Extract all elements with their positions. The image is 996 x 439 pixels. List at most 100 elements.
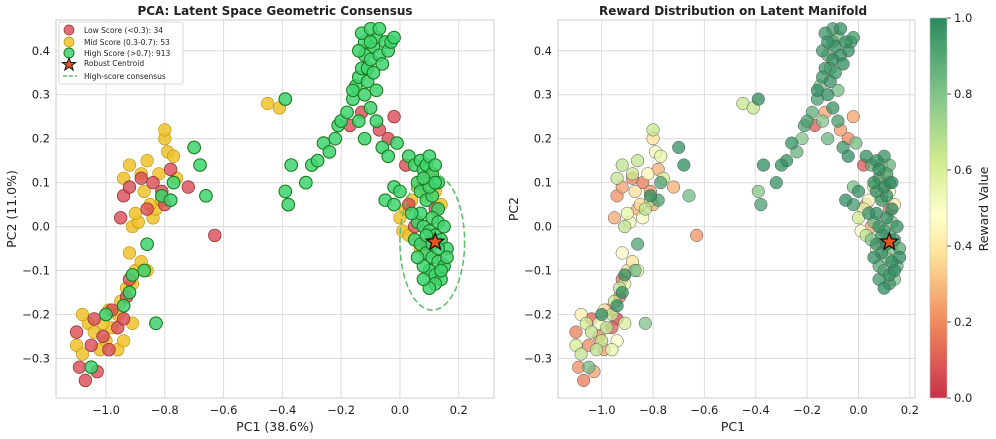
high-score-point xyxy=(116,298,131,313)
colorbar-tick-label: 0.6 xyxy=(954,163,972,177)
legend-mid-label: Mid Score (0.3-0.7): 53 xyxy=(84,38,170,47)
high-score-point xyxy=(166,175,181,190)
right-points xyxy=(569,22,907,387)
right-xtick-label: −0.2 xyxy=(793,403,821,417)
legend-high-label: High Score (>0.7): 913 xyxy=(84,49,171,58)
high-score-point xyxy=(375,57,390,71)
left-ylabel: PC2 (11.0%) xyxy=(4,170,19,248)
low-score-point xyxy=(208,228,222,243)
reward-point xyxy=(643,189,658,203)
high-score-point xyxy=(199,188,213,203)
low-score-point xyxy=(116,312,131,326)
high-score-point xyxy=(357,87,372,102)
reward-point xyxy=(677,158,691,172)
low-score-point xyxy=(387,110,401,124)
reward-point xyxy=(821,88,835,102)
right-ytick-label: 0.1 xyxy=(534,176,552,190)
high-score-point xyxy=(278,92,293,106)
right-xtick-label: 0.0 xyxy=(849,403,867,417)
left-ytick-label: −0.1 xyxy=(22,264,50,278)
low-score-point xyxy=(96,329,110,344)
reward-point xyxy=(595,307,609,322)
reward-point xyxy=(638,202,652,216)
high-score-point xyxy=(387,197,401,212)
high-score-point xyxy=(193,158,207,172)
right-panel: Reward Distribution on Latent Manifold −… xyxy=(506,4,919,434)
reward-point xyxy=(589,343,604,357)
reward-point xyxy=(872,220,886,234)
colorbar-tick-label: 0.0 xyxy=(954,391,972,405)
reward-point xyxy=(877,281,891,295)
colorbar-tick-label: 0.2 xyxy=(954,315,972,329)
reward-point xyxy=(821,35,835,49)
reward-point xyxy=(833,22,848,36)
high-score-point xyxy=(434,263,448,278)
high-score-point xyxy=(99,307,113,322)
low-score-point xyxy=(140,202,154,216)
reward-point xyxy=(641,167,655,181)
reward-point xyxy=(831,114,845,128)
high-score-point xyxy=(125,268,140,282)
mid-score-point xyxy=(75,307,90,322)
high-score-point xyxy=(381,149,396,164)
reward-point xyxy=(821,132,835,146)
reward-point xyxy=(631,237,645,251)
reward-point xyxy=(577,373,591,387)
high-score-point xyxy=(284,158,299,172)
reward-point xyxy=(756,158,771,172)
right-ytick-label: −0.1 xyxy=(524,264,552,278)
right-xlabel: PC1 xyxy=(721,419,745,434)
high-score-point xyxy=(346,83,360,98)
reward-point xyxy=(851,184,866,198)
reward-point xyxy=(610,299,624,313)
high-score-point xyxy=(366,65,381,80)
reward-point xyxy=(785,136,799,150)
high-score-point xyxy=(163,193,178,208)
reward-point xyxy=(823,74,837,89)
reward-point xyxy=(618,268,632,282)
high-score-point xyxy=(140,237,154,252)
high-score-point xyxy=(363,101,378,115)
right-xtick-label: −0.8 xyxy=(639,403,667,417)
reward-point xyxy=(751,184,765,198)
high-score-point xyxy=(390,136,404,150)
mid-score-point xyxy=(137,184,151,199)
right-xticks: −1.0 −0.8 −0.6 −0.4 −0.2 0.0 0.2 xyxy=(588,403,919,417)
high-score-point xyxy=(404,206,419,221)
high-score-point xyxy=(322,145,337,159)
low-score-point xyxy=(163,162,178,177)
left-xtick-label: −0.4 xyxy=(268,403,296,417)
reward-point xyxy=(841,149,855,163)
reward-point xyxy=(615,246,629,260)
reward-point xyxy=(885,176,899,190)
high-score-point xyxy=(340,105,354,120)
reward-point xyxy=(826,101,840,115)
high-score-point xyxy=(328,131,343,146)
reward-point xyxy=(600,321,614,335)
left-xlabel: PC1 (38.6%) xyxy=(236,419,314,434)
low-score-point xyxy=(122,180,137,194)
right-ylabel: PC2 xyxy=(506,197,521,221)
left-overlays xyxy=(399,173,466,311)
colorbar-ticks: 0.0 0.2 0.4 0.6 0.8 1.0 xyxy=(947,11,972,405)
mid-score-point xyxy=(158,123,172,137)
high-score-point xyxy=(187,140,202,155)
reward-point xyxy=(574,347,588,361)
left-xtick-label: −0.6 xyxy=(210,403,238,417)
right-ytick-label: 0.3 xyxy=(534,88,552,102)
robust-centroid-star xyxy=(879,231,900,251)
right-xtick-label: −0.4 xyxy=(742,403,770,417)
mid-score-point xyxy=(128,206,142,220)
reward-point xyxy=(625,167,640,181)
left-panel: PCA: Latent Space Geometric Consensus −1… xyxy=(4,4,495,434)
legend-low-label: Low Score (<0.3): 34 xyxy=(84,26,163,35)
reward-point xyxy=(638,316,652,330)
legend-low-marker xyxy=(63,24,75,36)
low-score-point xyxy=(78,373,93,388)
high-score-point xyxy=(428,175,443,190)
high-score-point xyxy=(299,175,313,190)
left-xtick-label: 0.2 xyxy=(450,403,468,417)
right-ytick-label: 0.2 xyxy=(534,132,552,146)
colorbar-tick-label: 1.0 xyxy=(954,11,972,25)
right-xtick-label: 0.2 xyxy=(901,403,919,417)
